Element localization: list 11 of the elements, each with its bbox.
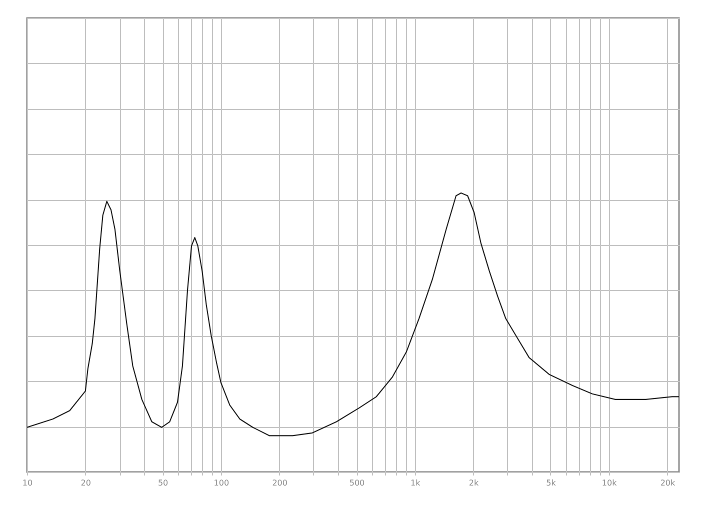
x-tick-label: 1k <box>410 478 421 488</box>
x-tick-label: 5k <box>546 478 556 488</box>
x-tick-label: 20k <box>660 478 676 488</box>
x-tick-label: 10k <box>602 478 618 488</box>
x-tick-label: 2k <box>468 478 480 488</box>
x-tick-label: 50 <box>158 478 168 488</box>
x-tick-label: 500 <box>349 478 365 488</box>
x-tick-label: 20 <box>80 478 91 488</box>
x-tick-label: 200 <box>272 478 288 488</box>
x-tick-label: 100 <box>214 478 230 488</box>
x-tick-label: 10 <box>22 478 33 488</box>
